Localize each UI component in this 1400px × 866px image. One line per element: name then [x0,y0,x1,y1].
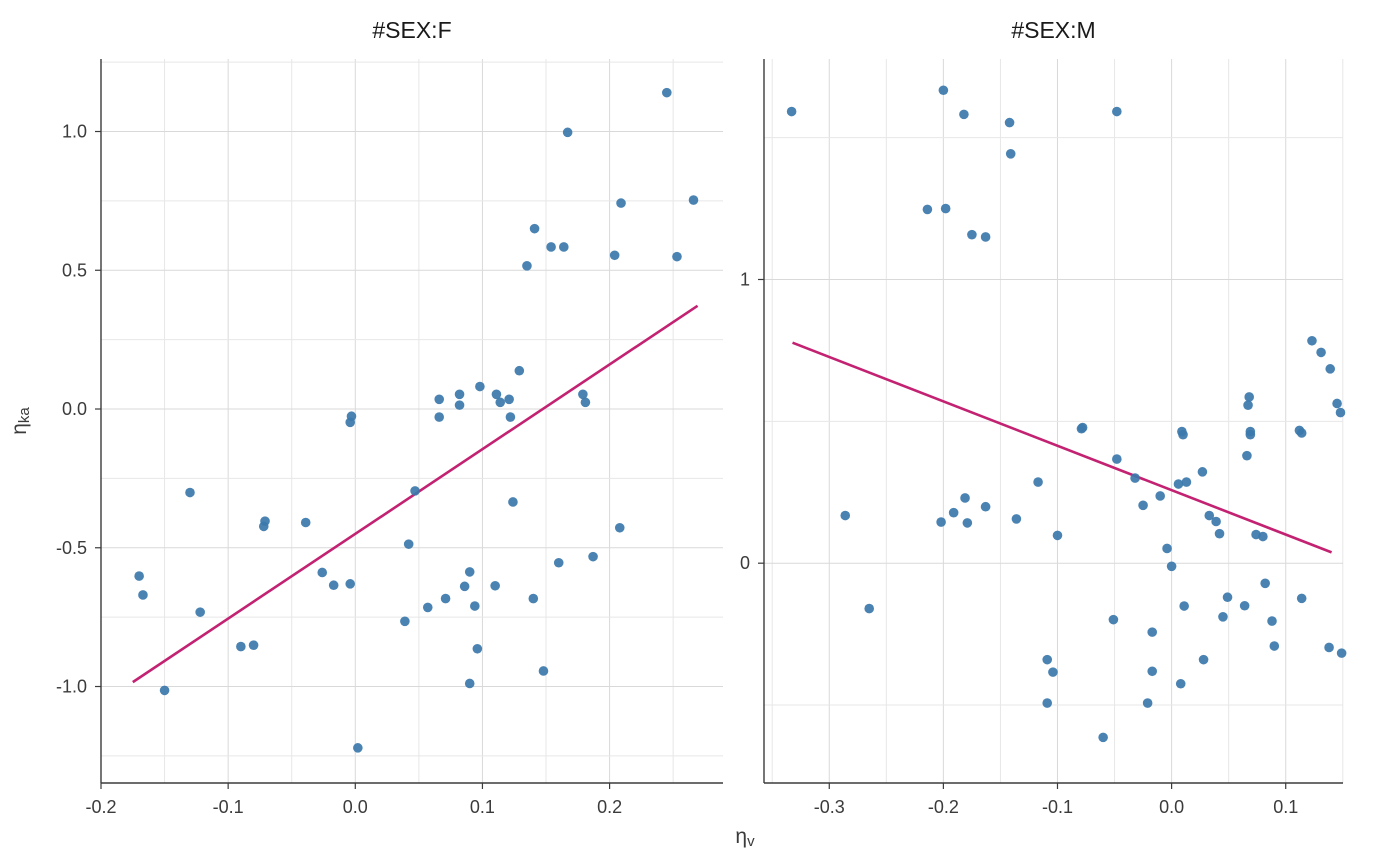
svg-text:1.0: 1.0 [62,122,87,142]
svg-text:-0.1: -0.1 [213,797,244,817]
svg-text:-0.2: -0.2 [85,797,116,817]
svg-text:0.0: 0.0 [343,797,368,817]
svg-text:#SEX:M: #SEX:M [1011,17,1095,43]
svg-text:1: 1 [740,269,750,289]
svg-text:-0.2: -0.2 [928,797,959,817]
svg-text:0.5: 0.5 [62,260,87,280]
svg-text:-0.3: -0.3 [814,797,845,817]
svg-text:-1.0: -1.0 [56,677,87,697]
svg-text:#SEX:F: #SEX:F [372,17,451,43]
svg-text:0.2: 0.2 [597,797,622,817]
svg-text:-0.1: -0.1 [1042,797,1073,817]
svg-text:0.1: 0.1 [470,797,495,817]
svg-text:0: 0 [740,553,750,573]
svg-text:0.0: 0.0 [62,399,87,419]
svg-text:0.1: 0.1 [1273,797,1298,817]
svg-text:0.0: 0.0 [1159,797,1184,817]
svg-text:-0.5: -0.5 [56,538,87,558]
